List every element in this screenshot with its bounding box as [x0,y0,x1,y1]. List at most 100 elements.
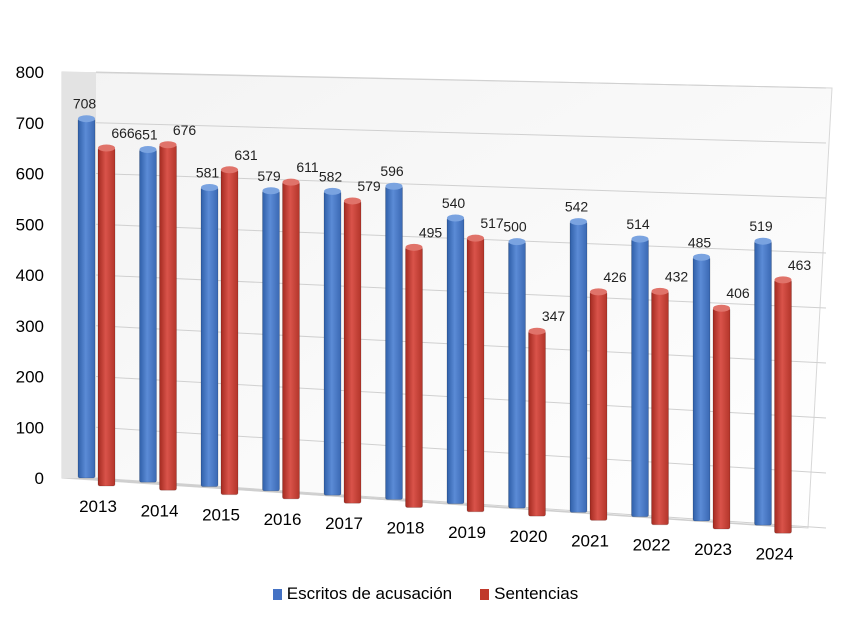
x-tick-label: 2019 [448,523,486,542]
y-tick-label: 0 [35,469,44,488]
data-label: 517 [480,215,504,231]
bar-sentencias [220,169,239,496]
data-label: 582 [319,168,343,184]
y-tick-label: 600 [16,165,44,184]
bar-top [590,288,607,296]
grid-line [95,122,827,144]
bar-escritos [446,217,465,505]
data-label: 519 [749,218,773,234]
bars [77,115,792,534]
bar-top [262,187,280,195]
x-tick-label: 2021 [571,531,609,550]
bar-sentencias [343,200,362,504]
data-label: 347 [542,308,566,324]
data-label: 540 [442,195,466,211]
bar-top [344,197,361,205]
x-tick-label: 2022 [633,536,671,555]
legend-item-escritos: Escritos de acusación [272,584,453,604]
y-tick-label: 800 [16,63,44,82]
legend-swatch-blue [272,588,282,600]
bar-top [467,234,484,242]
data-label: 596 [380,163,404,179]
x-axis: 2013 2014 2015 2016 2017 2018 2019 2020 2021 2022… [79,497,793,563]
data-label: 579 [257,168,281,184]
bar-top [631,235,649,243]
bar-top [385,182,403,190]
bar-sentencias [282,181,300,500]
y-tick-label: 500 [16,215,44,234]
data-label: 708 [73,96,97,112]
plot-floor [62,478,808,528]
bar-escritos [77,118,96,479]
bar-sentencias [466,237,485,513]
x-tick-label: 2016 [264,510,302,529]
x-tick-label: 2024 [756,544,794,563]
bar-top [405,243,423,251]
bar-sentencias [589,291,608,521]
bar-top [324,187,341,195]
x-tick-label: 2013 [79,497,117,516]
x-tick-label: 2015 [202,506,240,525]
bar-top [139,146,157,154]
data-label: 432 [665,268,689,284]
x-tick-label: 2017 [325,514,363,533]
data-label: 500 [503,219,527,235]
bar-top [713,304,730,312]
bar-escritos [385,185,403,500]
bar-top [774,276,792,284]
data-label: 651 [134,127,158,143]
legend-label-escritos: Escritos de acusación [286,584,453,603]
bar-top [201,184,218,192]
data-label: 676 [173,122,197,138]
data-label: 579 [357,178,381,194]
bar-escritos [692,256,711,522]
data-label: 631 [234,147,258,163]
y-tick-label: 200 [16,368,44,387]
data-label: 611 [296,159,319,175]
x-tick-label: 2020 [510,527,548,546]
bar-top [693,253,710,261]
bar-sentencias [774,279,792,534]
bar-top [447,214,464,222]
bar-top [570,218,587,226]
bar-escritos [262,190,280,492]
bar-escritos [508,241,526,509]
x-tick-label: 2014 [141,501,179,520]
data-label: 666 [111,125,135,141]
bar-chart: 0 100 200 300 400 500 600 700 800 708 666 651 676 58… [16,63,833,563]
bar-top [221,166,238,174]
bar-escritos [200,187,219,488]
legend-item-sentencias: Sentencias [480,584,578,604]
data-label: 495 [419,224,443,240]
bar-sentencias [651,290,669,526]
data-label: 542 [565,199,589,215]
grid-line [95,173,827,199]
bar-sentencias [159,144,177,491]
legend-swatch-red [480,588,490,600]
bar-top [528,327,546,335]
bar-top [754,237,772,245]
grid-line [95,71,827,89]
y-axis: 0 100 200 300 400 500 600 700 800 [16,63,44,488]
y-tick-label: 300 [16,317,44,336]
data-label: 581 [196,165,220,181]
bar-top [98,144,115,152]
x-tick-label: 2023 [694,540,732,559]
bar-escritos [631,238,649,518]
bar-top [159,141,177,149]
bar-top [651,287,669,295]
data-label: 485 [688,234,712,250]
bar-top [282,178,300,186]
bar-sentencias [712,307,731,530]
x-tick-label: 2018 [387,519,425,538]
bar-sentencias [405,246,423,509]
data-label: 426 [603,269,627,285]
data-label: 406 [726,285,750,301]
bar-top [78,115,95,123]
bar-escritos [569,221,588,513]
legend: Escritos de acusación Sentencias [0,580,851,608]
bar-escritos [323,190,342,496]
legend-label-sentencias: Sentencias [494,584,579,603]
y-tick-label: 700 [16,114,44,133]
